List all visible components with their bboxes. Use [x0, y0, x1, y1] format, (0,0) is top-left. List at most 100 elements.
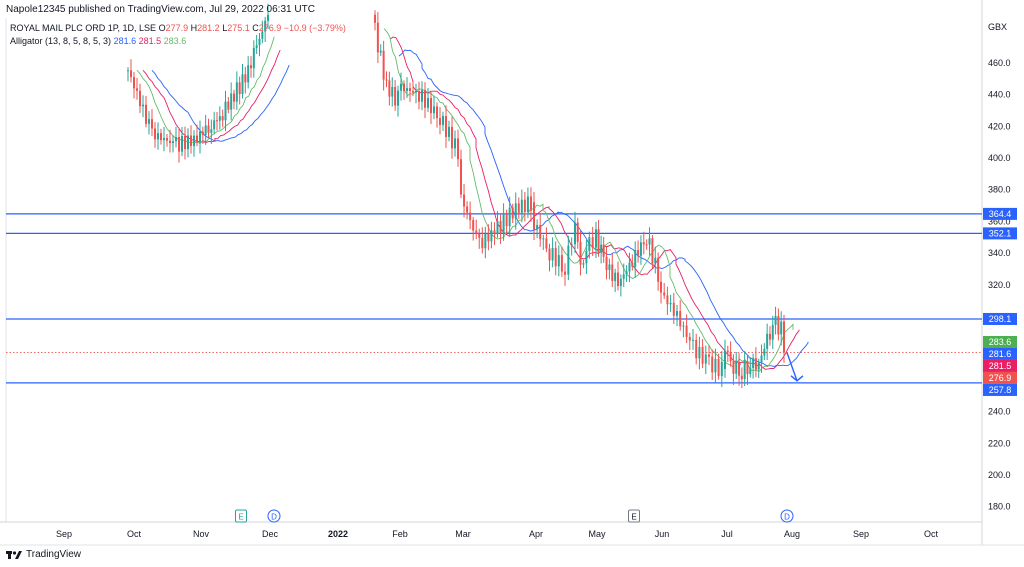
ohlc-change: −10.9 (−3.79%) [283, 23, 346, 33]
x-tick-label: Mar [455, 529, 471, 539]
x-tick-label: Dec [262, 529, 279, 539]
candle-body [771, 324, 774, 340]
x-tick-label: Apr [529, 529, 543, 539]
candle-body [457, 138, 459, 160]
y-tick-label: 360.0 [988, 216, 1011, 226]
indicator-teeth-value: 281.5 [138, 36, 162, 46]
candle-body [382, 50, 385, 80]
x-tick-label: Oct [127, 529, 142, 539]
candle-body [142, 104, 144, 107]
candle-body [749, 367, 752, 375]
candle-body [743, 360, 746, 380]
candle-body [424, 90, 426, 108]
candle-body [397, 90, 399, 102]
candle-body [385, 79, 388, 81]
candle-body [651, 238, 654, 264]
candle-body [400, 83, 402, 91]
candle-body [157, 133, 159, 140]
candle-body [701, 346, 704, 364]
candle-body [505, 214, 508, 227]
price-tag-label: 283.6 [989, 337, 1012, 347]
candle-body [261, 31, 264, 39]
candle-body [523, 199, 526, 213]
symbol-legend: ROYAL MAIL PLC ORD 1P, 1D, LSE O277.9 H2… [10, 23, 346, 33]
candle-body [216, 120, 218, 122]
y-tick-label: 340.0 [988, 248, 1011, 258]
candle-body [258, 38, 261, 46]
candle-body [466, 206, 469, 213]
ohlc-close-label: C [252, 23, 259, 33]
candle-body [602, 244, 605, 257]
y-tick-label: 240.0 [988, 407, 1011, 417]
alligator-lines [136, 28, 809, 373]
event-label: E [238, 512, 243, 521]
price-tag-label: 364.4 [989, 209, 1012, 219]
event-circle [780, 509, 794, 523]
candle-body [732, 361, 735, 374]
publish-text: Napole12345 published on TradingView.com… [6, 4, 315, 15]
candle-body [227, 101, 230, 110]
candle-body [475, 230, 478, 234]
candle-body [542, 238, 545, 240]
brand-name: TradingView [26, 549, 82, 560]
candle-body [233, 93, 235, 102]
price-tag [983, 359, 1017, 372]
candle-body [582, 263, 585, 265]
y-tick-label: 380.0 [988, 185, 1011, 195]
candle-body [595, 229, 597, 248]
event-label: D [271, 512, 277, 521]
candle-body [619, 278, 622, 287]
candle-body [481, 237, 484, 249]
time-axis: Sep Oct Nov Dec 2022 Feb Mar Apr May Jun Jul Aug Sep… [56, 529, 939, 539]
price-tag-label: 281.5 [989, 361, 1012, 371]
candle-body [660, 289, 662, 293]
candle-body [499, 221, 502, 234]
projection-arrow [786, 352, 804, 382]
event-box [235, 509, 247, 523]
candle-body [692, 339, 694, 341]
candle-body [388, 80, 391, 97]
tradingview-footer[interactable]: TradingView [6, 549, 81, 560]
ohlc-open-label: O [158, 23, 166, 33]
candle-body [526, 196, 529, 213]
x-tick-label: Jun [655, 529, 670, 539]
candle-body [508, 207, 511, 227]
candle-body [409, 88, 411, 92]
price-tag [983, 383, 1017, 396]
candle-body [448, 126, 450, 137]
candle-body [754, 358, 757, 370]
candle-body [628, 262, 631, 272]
candle-body [657, 257, 660, 282]
y-tick-label: 320.0 [988, 280, 1011, 290]
candle-body [374, 14, 376, 23]
candle-body [688, 336, 691, 341]
candle-body [154, 128, 156, 140]
indicator-lips-value: 283.6 [163, 36, 187, 46]
candle-body [766, 333, 769, 349]
candle-body [567, 245, 570, 275]
price-tag [983, 227, 1017, 240]
y-tick-label: 220.0 [988, 438, 1011, 448]
x-tick-label: Sep [853, 529, 869, 539]
arrow-head [790, 375, 804, 382]
candle-body [663, 292, 666, 296]
candle-body [570, 244, 573, 246]
candle-body [267, 14, 269, 21]
candle-body [622, 274, 625, 279]
candle-body [724, 350, 726, 369]
candle-body [207, 125, 210, 133]
candle-body [777, 315, 780, 335]
candle-body [631, 262, 634, 267]
candle-body [714, 359, 717, 373]
price-tag [983, 371, 1017, 384]
candle-body [666, 295, 669, 305]
candle-body [597, 229, 600, 253]
candle-body [637, 250, 640, 256]
candle-body [403, 83, 405, 91]
x-tick-label: May [588, 529, 606, 539]
ohlc-high: 281.2 [197, 23, 220, 33]
candle-body [608, 264, 611, 270]
ohlc-low: 275.1 [227, 23, 250, 33]
tradingview-logo-icon [6, 550, 22, 559]
